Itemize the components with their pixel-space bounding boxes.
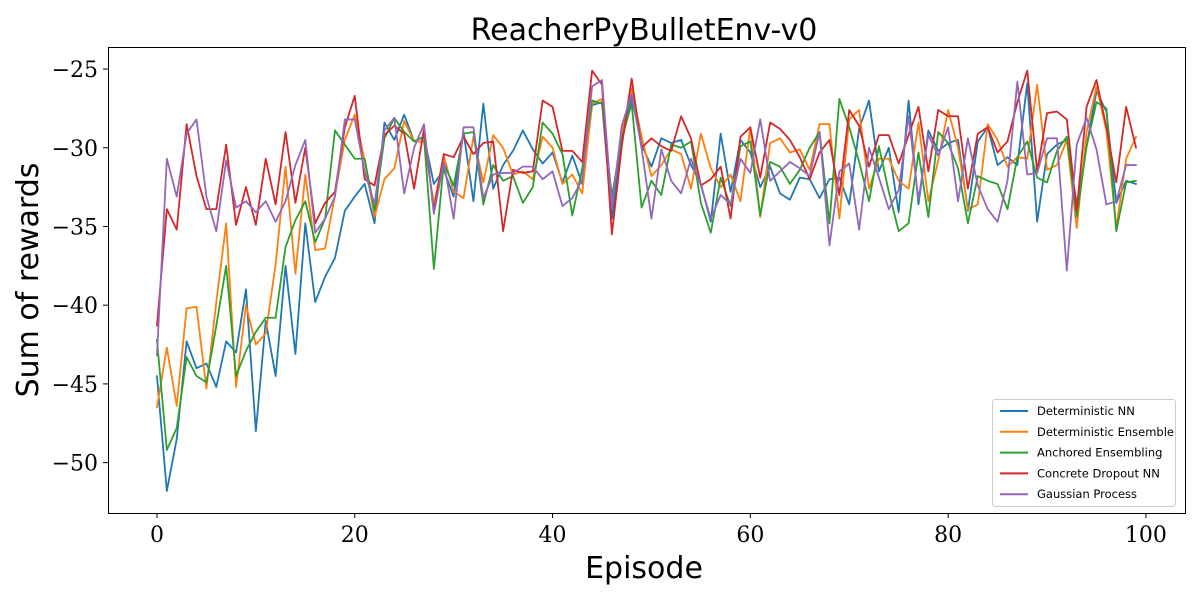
y-tick-label: −25 [52, 58, 98, 83]
legend-label: Anchored Ensembling [1037, 446, 1162, 460]
x-tick-label: 20 [341, 523, 369, 548]
legend-label: Deterministic NN [1037, 404, 1135, 418]
x-tick-label: 80 [934, 523, 962, 548]
y-tick-label: −50 [52, 452, 98, 477]
legend-items: Deterministic NN Deterministic Ensemble An… [1000, 404, 1174, 501]
legend-label: Deterministic Ensemble [1037, 425, 1174, 439]
legend-label: Gaussian Process [1037, 487, 1137, 501]
y-tick-label: −40 [52, 294, 98, 319]
legend: Deterministic NN Deterministic Ensemble An… [992, 399, 1176, 507]
x-tick-label: 0 [150, 523, 164, 548]
plot-frame [108, 47, 1186, 514]
series-layer [156, 69, 1137, 492]
y-tick-label: −30 [52, 137, 98, 162]
legend-box [992, 399, 1176, 507]
y-tick-label: −35 [52, 215, 98, 240]
series-line-5 [156, 79, 1137, 357]
y-axis-label: Sum of rewards [11, 163, 46, 398]
x-tick-label: 60 [736, 523, 764, 548]
series-line-3 [156, 98, 1137, 451]
x-tick-label: 40 [539, 523, 567, 548]
y-tick-label: −45 [52, 373, 98, 398]
y-axis: −50 −45 −40 −35 −30 −25 [52, 58, 108, 477]
x-axis-label: Episode [585, 551, 703, 586]
series-line-2 [156, 83, 1137, 409]
legend-label: Concrete Dropout NN [1037, 466, 1160, 480]
x-tick-label: 100 [1125, 523, 1167, 548]
x-axis: 0 20 40 60 80 100 [150, 513, 1167, 548]
chart-title: ReacherPyBulletEnv-v0 [471, 13, 818, 48]
